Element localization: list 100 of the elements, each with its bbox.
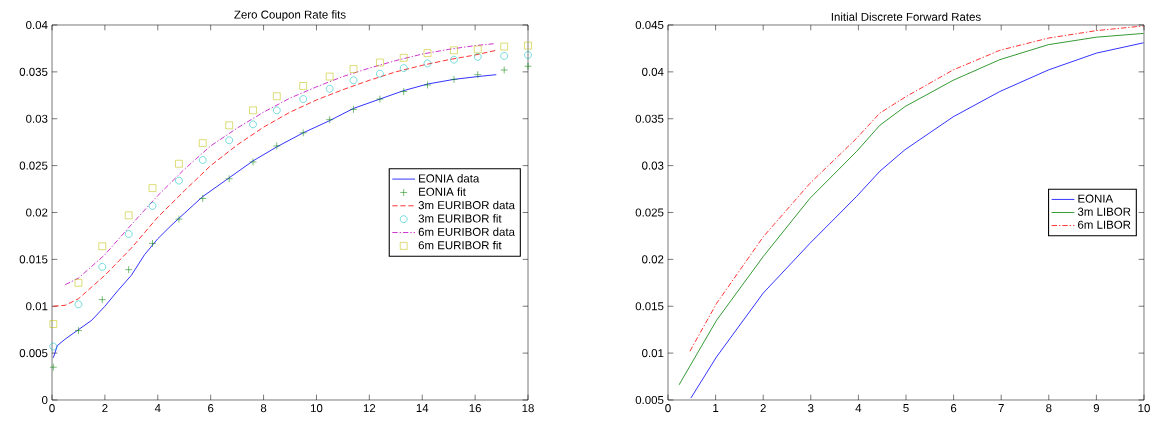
point — [98, 295, 106, 304]
point — [299, 95, 307, 103]
point — [74, 300, 83, 309]
point — [325, 115, 334, 124]
point — [175, 160, 183, 168]
y-tick-label: 0.01 — [26, 302, 48, 311]
point — [225, 136, 233, 145]
point — [225, 175, 233, 183]
point — [273, 106, 281, 115]
legend-label: EONIA — [1078, 194, 1114, 203]
x-tick-label: 6 — [950, 404, 957, 413]
chart-title: Initial Discrete Forward Rates — [831, 12, 981, 21]
point — [325, 85, 334, 93]
point — [399, 87, 408, 96]
point — [273, 142, 281, 150]
point — [474, 45, 482, 54]
point — [299, 82, 307, 90]
point — [273, 92, 281, 100]
y-tick-label: 0.025 — [635, 208, 664, 217]
point — [249, 120, 257, 129]
point — [524, 51, 532, 59]
point — [249, 106, 257, 115]
point — [74, 279, 83, 287]
x-tick-label: 7 — [998, 404, 1004, 412]
point — [376, 95, 384, 103]
point — [49, 342, 58, 351]
x-tick-label: 5 — [903, 404, 909, 413]
y-tick-label: 0.02 — [26, 208, 48, 217]
point — [124, 265, 133, 274]
x-tick-label: 1 — [713, 404, 719, 412]
y-tick-label: 0.005 — [635, 395, 664, 405]
point — [376, 70, 384, 78]
x-tick-label: 18 — [522, 404, 534, 413]
legend-label: EONIA data — [419, 174, 480, 183]
x-tick-label: 4 — [855, 404, 862, 412]
point — [349, 65, 358, 73]
y-tick-label: 0.045 — [635, 20, 664, 30]
chart-title: Zero Coupon Rate fits — [234, 10, 346, 21]
legend-label: 6m LIBOR — [1078, 220, 1131, 229]
point — [124, 230, 133, 238]
y-tick-label: 0.015 — [635, 302, 664, 311]
point — [148, 184, 157, 192]
x-tick-label: 4 — [154, 404, 161, 412]
point — [349, 76, 358, 85]
y-tick-label: 0.02 — [642, 255, 664, 264]
point — [175, 176, 183, 185]
point — [423, 59, 432, 68]
y-tick-label: 0.03 — [26, 114, 48, 123]
x-tick-label: 8 — [1046, 404, 1052, 413]
point — [199, 139, 207, 147]
point — [500, 66, 508, 74]
y-tick-label: 0.01 — [642, 349, 664, 358]
point — [199, 194, 207, 203]
x-tick-label: 16 — [469, 404, 481, 413]
y-tick-label: 0.04 — [642, 67, 664, 76]
x-tick-label: 9 — [1093, 404, 1100, 413]
point — [474, 70, 482, 79]
point — [148, 202, 157, 210]
point — [148, 239, 157, 248]
point — [474, 53, 482, 61]
point — [98, 263, 106, 271]
point — [423, 81, 432, 89]
x-tick-label: 14 — [416, 404, 429, 412]
x-tick-label: 0 — [49, 404, 55, 413]
point — [423, 49, 432, 57]
point — [450, 46, 458, 55]
point — [49, 363, 58, 371]
legend-label: 6m EURIBOR data — [418, 227, 515, 236]
point — [450, 55, 458, 64]
point — [399, 54, 408, 62]
point — [524, 62, 532, 70]
legend-label: 6m EURIBOR fit — [418, 240, 502, 250]
point — [524, 41, 532, 50]
point — [249, 158, 257, 166]
point — [500, 52, 508, 60]
point — [175, 215, 183, 223]
point — [299, 129, 307, 137]
point — [399, 64, 408, 72]
x-tick-label: 2 — [102, 404, 108, 413]
y-tick-label: 0.03 — [642, 161, 664, 170]
legend-label: 3m EURIBOR fit — [418, 214, 502, 223]
x-tick-label: 10 — [310, 404, 323, 413]
point — [225, 121, 233, 130]
point — [49, 320, 58, 328]
x-tick-label: 12 — [363, 404, 376, 413]
point — [376, 58, 384, 67]
point — [450, 75, 458, 84]
x-tick-label: 6 — [208, 404, 214, 413]
y-tick-label: 0 — [41, 395, 48, 405]
y-tick-label: 0.005 — [19, 349, 48, 358]
x-tick-label: 8 — [260, 404, 267, 413]
point — [98, 242, 106, 250]
y-tick-label: 0.015 — [19, 255, 48, 264]
point — [124, 211, 133, 220]
x-tick-label: 2 — [760, 404, 766, 413]
point — [74, 326, 83, 335]
point — [325, 72, 334, 81]
point — [349, 105, 358, 114]
x-tick-label: 0 — [665, 404, 671, 413]
legend-label: 3m LIBOR — [1077, 207, 1131, 216]
